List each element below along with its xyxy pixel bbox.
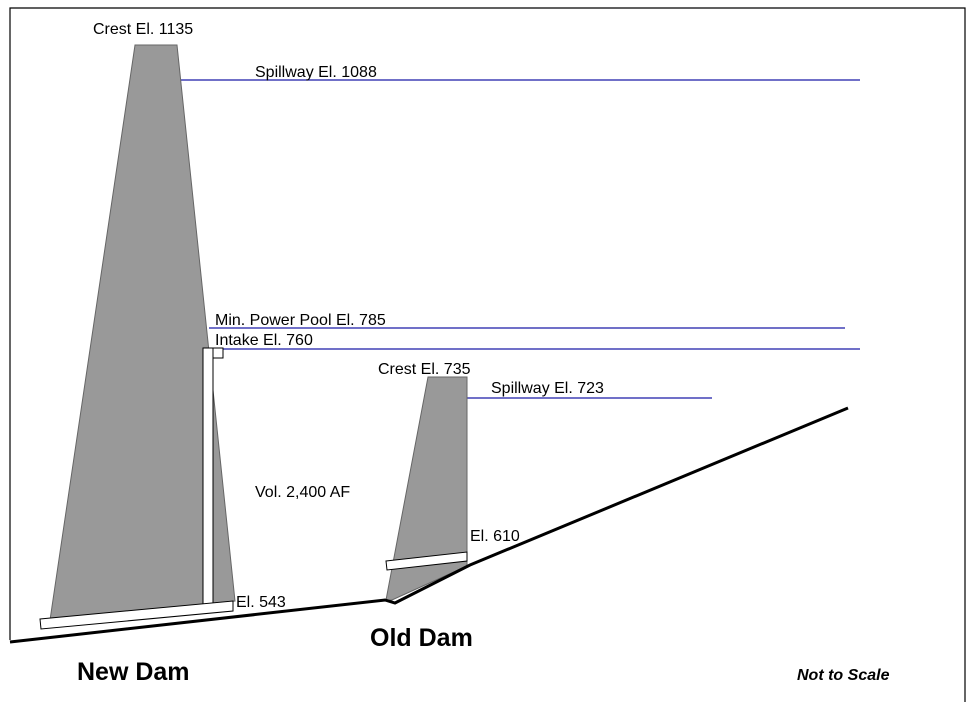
label: Min. Power Pool El. 785 — [215, 312, 386, 329]
label: Intake El. 760 — [215, 332, 313, 349]
new-dam — [49, 44, 236, 621]
old-outlet-pipe — [385, 551, 468, 571]
dam-name: Old Dam — [370, 624, 473, 652]
label: Spillway El. 1088 — [255, 64, 377, 81]
label: Crest El. 1135 — [93, 21, 193, 38]
frame — [9, 7, 966, 702]
label: El. 610 — [470, 528, 520, 545]
intake-gate — [212, 347, 224, 359]
label: Spillway El. 723 — [491, 380, 604, 397]
scale-note: Not to Scale — [797, 667, 890, 684]
ground-line — [9, 406, 849, 644]
dam-name: New Dam — [77, 658, 190, 686]
label: El. 543 — [236, 594, 286, 611]
outlet-pipe — [39, 600, 234, 630]
label: Crest El. 735 — [378, 361, 471, 378]
label: Vol. 2,400 AF — [255, 484, 350, 501]
intake-pipe — [202, 347, 214, 605]
